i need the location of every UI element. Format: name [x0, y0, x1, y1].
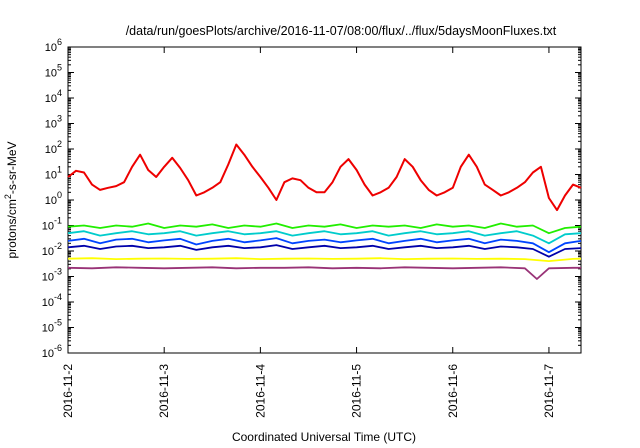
y-tick-label: 101 [45, 165, 62, 182]
y-tick-label: 10-5 [42, 318, 62, 335]
series-line-7 [67, 266, 581, 280]
y-axis-label-part: protons/cm [5, 199, 19, 258]
series-line-1 [67, 143, 582, 212]
y-tick-label: 10-4 [42, 292, 62, 309]
y-tick-label: 10-3 [42, 267, 62, 284]
series-line-3 [67, 230, 582, 245]
series-line-5 [67, 244, 582, 258]
series-line-4 [67, 237, 582, 254]
y-tick-label: 103 [45, 114, 62, 131]
y-tick-label: 10-2 [42, 241, 62, 258]
y-axis-label: protons/cm2-s-sr-MeV [3, 141, 19, 258]
x-tick-label: 2016-11-4 [253, 364, 267, 418]
y-tick-label: 100 [45, 190, 62, 207]
y-tick-label-exponent: -5 [54, 318, 62, 328]
x-tick-label: 2016-11-2 [61, 364, 75, 418]
y-axis-label-superscript: 2 [3, 194, 13, 199]
y-tick-label-exponent: 3 [57, 114, 62, 124]
series-layer [67, 143, 582, 280]
y-axis: 10-610-510-410-310-210-11001011021031041… [42, 37, 581, 360]
x-tick-label: 2016-11-6 [446, 364, 460, 418]
y-tick-label-exponent: 4 [57, 88, 62, 98]
y-tick-label-exponent: 0 [57, 190, 62, 200]
y-tick-label-exponent: 5 [57, 63, 62, 73]
y-tick-label-base: 10 [45, 119, 57, 131]
y-tick-label: 106 [45, 37, 62, 54]
series-line-2 [67, 222, 582, 235]
x-axis: 2016-11-2 2016-11-3 2016-11-4 2016-11-5 2016… [61, 47, 556, 418]
plot-area-frame [67, 46, 582, 354]
x-tick-label: 2016-11-5 [350, 364, 364, 418]
y-tick-label-base: 10 [45, 195, 57, 207]
y-tick-label-base: 10 [42, 246, 54, 258]
y-tick-label-exponent: 2 [57, 139, 62, 149]
y-tick-label: 10-6 [42, 343, 62, 360]
y-tick-label-exponent: -6 [54, 343, 62, 353]
x-tick-label: 2016-11-7 [542, 364, 556, 418]
y-tick-label-base: 10 [45, 170, 57, 182]
y-tick-label-exponent: -3 [54, 267, 62, 277]
y-axis-label-part: -s-sr-MeV [5, 141, 19, 194]
x-tick-label: 2016-11-3 [157, 364, 171, 418]
y-tick-label-exponent: 6 [57, 37, 62, 47]
y-tick-label-exponent: 1 [57, 165, 62, 175]
y-tick-label: 104 [45, 88, 62, 105]
y-tick-label-exponent: -2 [54, 241, 62, 251]
y-tick-label: 105 [45, 63, 62, 80]
chart-title: /data/run/goesPlots/archive/2016-11-07/0… [126, 24, 557, 38]
y-tick-label-base: 10 [42, 348, 54, 360]
y-tick-label-base: 10 [42, 297, 54, 309]
y-tick-label-base: 10 [42, 272, 54, 284]
y-tick-label-exponent: -1 [54, 216, 62, 226]
y-tick-label: 102 [45, 139, 62, 156]
y-tick-label: 10-1 [42, 216, 62, 233]
y-tick-label-base: 10 [45, 144, 57, 156]
y-tick-label-base: 10 [42, 221, 54, 233]
y-tick-label-base: 10 [45, 42, 57, 54]
y-tick-label-base: 10 [45, 93, 57, 105]
y-tick-label-base: 10 [45, 68, 57, 80]
series-line-6 [67, 257, 582, 263]
y-tick-label-exponent: -4 [54, 292, 62, 302]
x-axis-label: Coordinated Universal Time (UTC) [232, 430, 416, 444]
y-tick-label-base: 10 [42, 323, 54, 335]
